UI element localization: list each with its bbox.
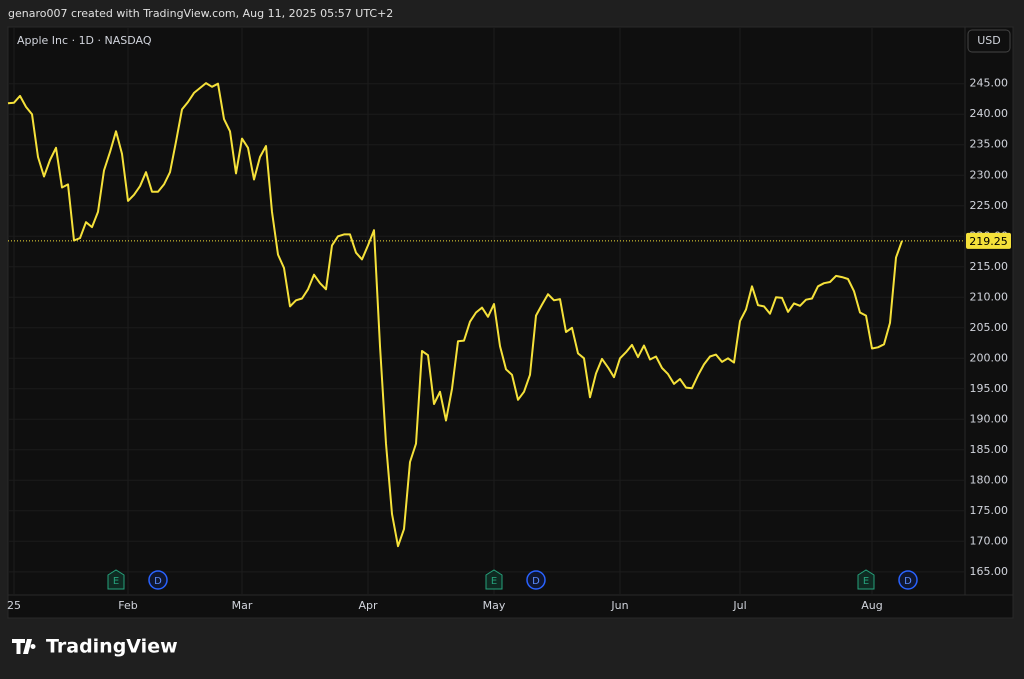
- x-tick-label: Jun: [610, 599, 628, 612]
- legend-title: Apple Inc · 1D · NASDAQ: [17, 34, 152, 47]
- y-tick-label: 240.00: [970, 107, 1009, 120]
- event-label: E: [113, 576, 119, 587]
- y-tick-label: 210.00: [970, 290, 1009, 303]
- event-icon: [898, 570, 918, 590]
- brand: TradingView: [46, 636, 178, 658]
- currency-button[interactable]: [967, 29, 1011, 53]
- y-tick-label: 180.00: [970, 473, 1009, 486]
- last-price-label: 219.25: [969, 235, 1008, 248]
- y-tick-label: 205.00: [970, 321, 1009, 334]
- x-tick-label: 25: [7, 599, 21, 612]
- y-tick-label: 175.00: [970, 504, 1009, 517]
- currency-label: USD: [977, 34, 1001, 47]
- event-label: D: [904, 576, 912, 587]
- event-label: E: [491, 576, 497, 587]
- event-label: E: [863, 576, 869, 587]
- y-tick-label: 170.00: [970, 534, 1009, 547]
- y-tick-label: 245.00: [970, 77, 1009, 90]
- y-tick-label: 195.00: [970, 382, 1009, 395]
- event-label: D: [532, 576, 540, 587]
- y-tick-label: 235.00: [970, 138, 1009, 151]
- event-icon: [485, 569, 503, 590]
- x-tick-label: Feb: [118, 599, 137, 612]
- event-icon: [148, 570, 168, 590]
- x-tick-label: May: [483, 599, 506, 612]
- y-tick-label: 225.00: [970, 199, 1009, 212]
- x-tick-label: Aug: [861, 599, 882, 612]
- y-tick-label: 190.00: [970, 412, 1009, 425]
- y-tick-label: 165.00: [970, 565, 1009, 578]
- grid: [8, 27, 965, 595]
- header-text: genaro007 created with TradingView.com, …: [8, 7, 393, 20]
- y-tick-label: 215.00: [970, 260, 1009, 273]
- x-tick-label: Mar: [232, 599, 253, 612]
- chart-panel: [7, 26, 1014, 619]
- logo-icon: [12, 639, 36, 654]
- x-tick-label: Apr: [358, 599, 378, 612]
- logo: TradingView: [12, 636, 178, 658]
- price-line: [7, 82, 903, 548]
- last-price-tag: [966, 232, 1011, 249]
- x-tick-label: Jul: [732, 599, 746, 612]
- y-tick-label: 230.00: [970, 168, 1009, 181]
- y-tick-label: 185.00: [970, 443, 1009, 456]
- event-icon: [107, 569, 125, 590]
- event-label: D: [154, 576, 162, 587]
- event-icon: [526, 570, 546, 590]
- y-tick-label: 200.00: [970, 351, 1009, 364]
- event-icon: [857, 569, 875, 590]
